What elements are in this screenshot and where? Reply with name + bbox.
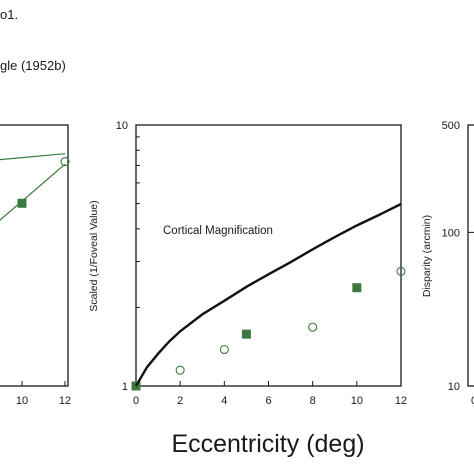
left-x-tick-label: 10 <box>16 395 28 407</box>
right-panel-ticks: 500100100 <box>442 120 474 407</box>
middle-panel-y-axis-label: Scaled (1/Foveal Value) <box>88 200 100 311</box>
cortical-magnification-annotation: Cortical Magnification <box>163 225 273 237</box>
filled-square-marker <box>352 283 362 293</box>
middle-x-tick-label: 2 <box>177 395 183 407</box>
middle-panel-frame <box>135 124 402 387</box>
filled-square-marker <box>241 329 251 339</box>
left-panel-frame <box>0 124 69 387</box>
right-panel-y-axis-label: Disparity (arcmin) <box>421 215 433 297</box>
left-panel-marks <box>0 153 70 221</box>
right-x-tick-label: 0 <box>471 395 474 407</box>
middle-panel: Scaled (1/Foveal Value) 0 2 4 6 8 10 12 1 10 Cor… <box>88 120 407 407</box>
x-axis-title: Eccentricity (deg) <box>171 430 364 458</box>
cortical-magnification-curve <box>134 202 402 387</box>
left-fit-line <box>0 163 66 221</box>
middle-x-tick-label: 0 <box>133 395 139 407</box>
middle-x-tick-label: 8 <box>310 395 316 407</box>
open-circle-marker <box>219 344 229 355</box>
filled-square-marker <box>17 198 27 208</box>
open-circle-marker <box>60 156 70 167</box>
middle-x-tick-label: 10 <box>351 395 363 407</box>
right-panel-frame <box>467 124 474 387</box>
middle-x-tick-label: 12 <box>395 395 407 407</box>
left-x-tick-label: 12 <box>59 395 71 407</box>
caption-line-2: gle (1952b) <box>0 58 66 73</box>
left-panel-x-ticks: 01012 <box>16 381 71 407</box>
right-y-tick-label: 100 <box>442 227 460 239</box>
right-panel: Disparity (arcmin) 500100100 <box>421 120 474 407</box>
open-circle-marker <box>308 322 318 332</box>
open-circle-marker <box>396 266 406 276</box>
right-y-tick-label: 10 <box>448 381 460 393</box>
right-y-tick-label: 500 <box>442 120 460 132</box>
middle-y-tick-label: 1 <box>122 381 128 393</box>
open-circle-marker <box>175 365 185 375</box>
caption-line-1: o1. <box>0 7 18 22</box>
middle-panel-marks <box>131 202 406 391</box>
middle-x-tick-label: 6 <box>265 395 271 407</box>
left-panel: 01012 <box>0 124 71 407</box>
middle-panel-ticks: 0 2 4 6 8 10 12 1 10 <box>116 120 407 407</box>
middle-x-tick-label: 4 <box>221 395 227 407</box>
middle-y-tick-label: 10 <box>116 120 128 132</box>
left-fit-line <box>0 153 66 161</box>
